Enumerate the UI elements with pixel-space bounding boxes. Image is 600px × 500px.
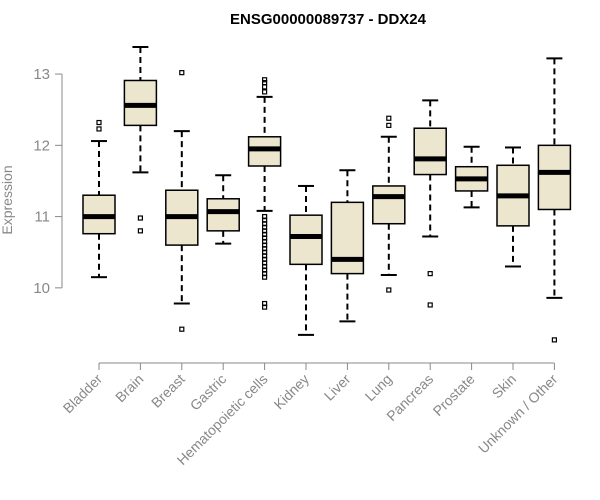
outlier-point [262,89,268,95]
outlier-point [262,213,268,220]
y-tick-label: 13 [33,66,50,83]
y-tick-label: 10 [33,280,50,297]
outlier-point [137,228,143,234]
box [413,127,447,176]
x-tick-label: Skin [489,371,520,402]
outlier-point [262,80,268,86]
box-group [82,119,116,279]
x-tick-label: Liver [321,371,354,404]
box-group [289,184,323,336]
box [372,185,406,225]
x-tick-label: Breast [148,371,188,411]
y-axis-label: Expression [0,165,15,234]
box-group [496,146,530,268]
x-tick-label: Kidney [271,371,313,413]
outlier-point [386,115,392,121]
outlier-point [179,70,185,76]
box-group [413,99,447,308]
box-group [454,145,489,209]
x-tick-label: Unknown / Other [475,371,561,457]
y-tick-label: 11 [34,209,50,226]
outlier-point [386,287,392,293]
box-group [165,70,199,332]
outlier-point [427,302,433,308]
outlier-point [137,215,143,221]
x-tick-label: Prostate [430,371,478,419]
outlier-point [386,122,392,128]
outlier-point [179,326,185,332]
x-tick-label: Brain [112,371,146,405]
box-group [247,77,282,310]
box-group [330,169,365,323]
outlier-point [96,119,102,126]
outlier-point [96,126,102,132]
box-group [537,57,572,343]
outlier-point [262,300,268,307]
chart-title: ENSG00000089737 - DDX24 [230,11,427,28]
outlier-point [551,337,558,343]
box [289,214,323,266]
outlier-point [262,77,268,83]
box [330,201,365,275]
box-group [123,45,158,234]
box-group [372,115,406,293]
box-group [206,174,240,245]
outlier-point [262,84,268,90]
boxes [82,45,572,343]
box [206,198,240,232]
x-tick-label: Lung [362,371,395,404]
outlier-point [427,271,433,277]
box [537,144,572,211]
x-tick-label: Bladder [60,371,106,417]
y-tick-label: 12 [33,137,50,154]
